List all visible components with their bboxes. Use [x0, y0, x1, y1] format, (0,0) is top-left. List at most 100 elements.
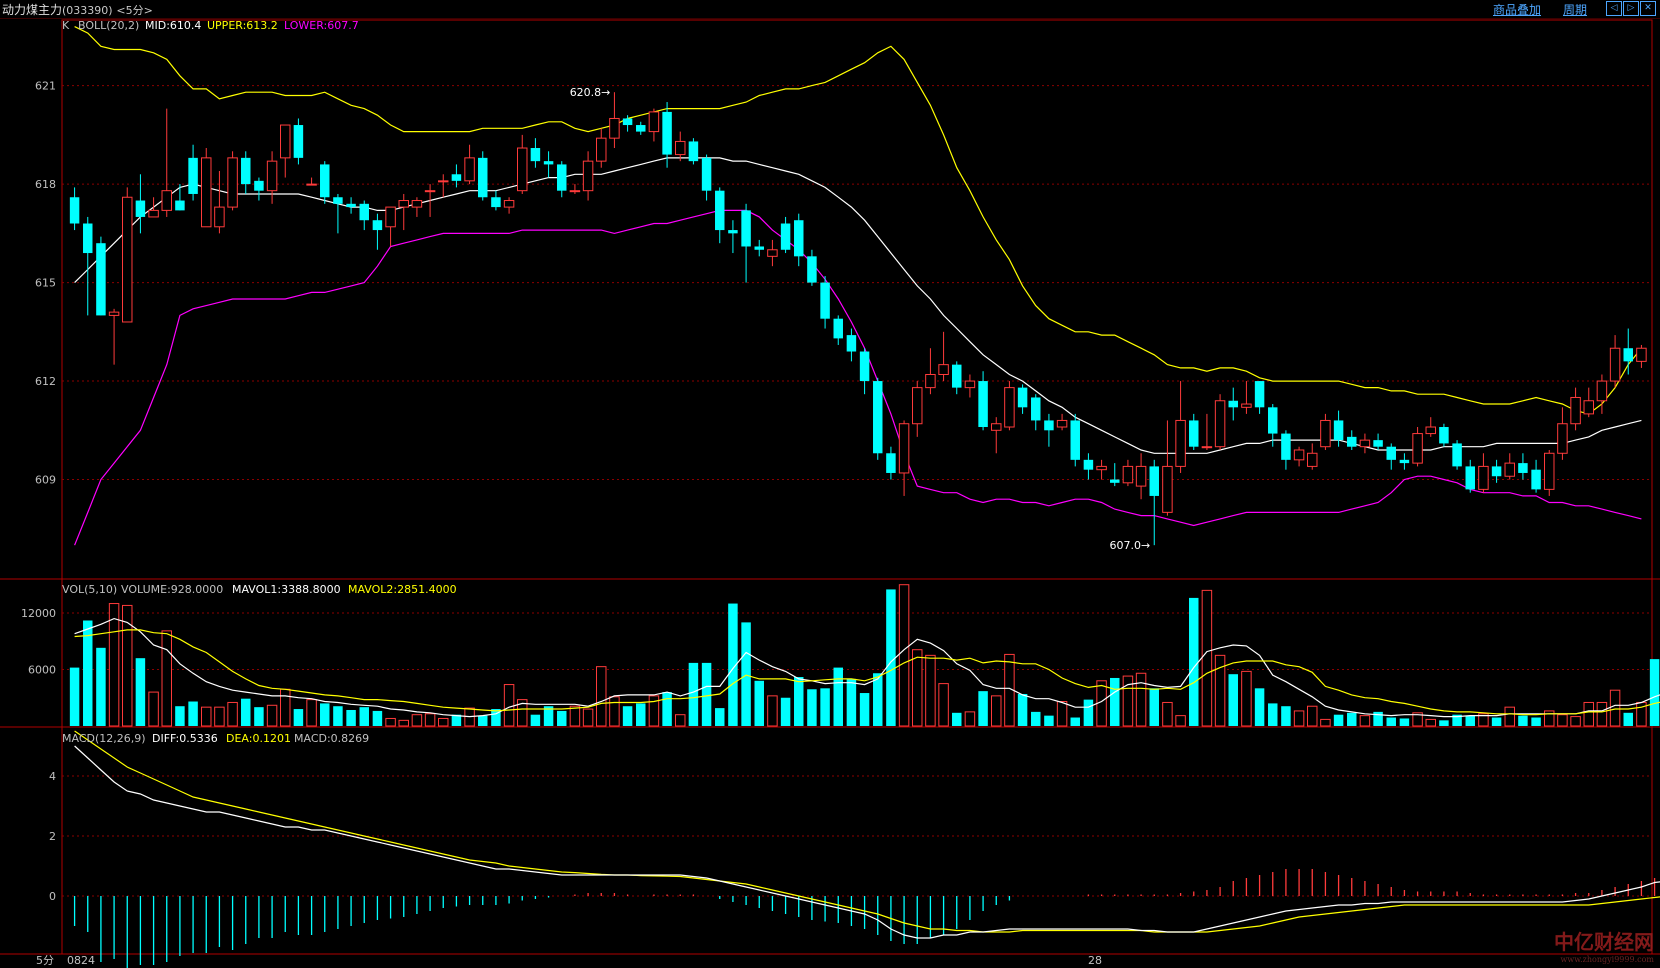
candle-body-up — [648, 111, 660, 133]
candle-body-down — [83, 223, 93, 254]
volume-bar — [438, 717, 449, 727]
volume-bar — [543, 706, 554, 726]
candle-body-down — [1149, 466, 1159, 496]
y-axis-labels: 609 612 615 618 621 6000 12000 0 2 4 — [21, 80, 56, 903]
close-icon[interactable]: ✕ — [1640, 1, 1656, 16]
candle-body-down — [1070, 420, 1080, 460]
vol-mavol1-value: MAVOL1:3388.8000 — [232, 583, 341, 596]
macd-diff-value: DIFF:0.5336 — [152, 732, 218, 745]
volume-bar — [1149, 688, 1159, 726]
candle-body-down — [1333, 420, 1344, 441]
volume-bar — [1649, 659, 1660, 726]
candle-body-down — [359, 203, 369, 221]
candle-body-up — [1004, 387, 1015, 428]
candle-body-down — [1452, 443, 1462, 467]
volume-bar — [1504, 706, 1515, 727]
boll-title: BOLL(20,2) — [78, 19, 139, 32]
volume-bar — [1491, 717, 1502, 726]
candle-body-up — [1609, 347, 1621, 382]
volume-bar — [1399, 718, 1410, 726]
candle-body-up — [1214, 400, 1226, 448]
candles — [69, 92, 1647, 546]
candle-body-up — [503, 200, 515, 208]
candle-body-up — [411, 200, 423, 208]
candle-body-up — [1201, 446, 1213, 449]
candle-body-down — [1017, 387, 1028, 408]
volume-bar — [385, 717, 396, 727]
candle-body-down — [1518, 463, 1528, 473]
chart-grid — [62, 85, 1652, 897]
volume-bar — [807, 689, 817, 726]
candle-body-up — [438, 180, 449, 183]
volume-bar — [1044, 715, 1054, 726]
prev-arrow-icon[interactable]: ◁ — [1606, 1, 1622, 16]
volume-bar — [1293, 710, 1305, 727]
volume-bar — [1268, 703, 1278, 726]
candle-body-up — [1307, 452, 1318, 467]
volume-bar — [1557, 714, 1568, 727]
volume-bar — [293, 709, 304, 726]
y-tick-label: 6000 — [28, 663, 56, 676]
macd-bars — [73, 869, 1656, 968]
volume-bar — [69, 667, 80, 726]
volume-bar — [320, 703, 330, 726]
volume-bar — [701, 662, 712, 726]
candle-body-down — [293, 125, 304, 158]
candle-body-down — [741, 210, 751, 247]
date-label-mid: 28 — [1088, 954, 1102, 967]
candle-body-down — [1491, 466, 1502, 477]
volume-bar — [991, 695, 1002, 727]
candle-body-up — [385, 206, 396, 228]
period-link[interactable]: 周期 — [1563, 3, 1588, 17]
candle-body-up — [1122, 465, 1134, 484]
next-arrow-icon[interactable]: ▷ — [1623, 1, 1639, 16]
volume-bar — [491, 709, 501, 726]
volume-bar — [873, 673, 883, 726]
volume-bar — [1017, 693, 1028, 726]
y-tick-label: 621 — [35, 80, 56, 93]
candle-body-up — [1175, 419, 1186, 467]
macd-macd-value: MACD:0.8269 — [294, 732, 369, 745]
volume-bar — [675, 714, 686, 727]
candle-body-down — [873, 381, 883, 454]
volume-bar — [227, 701, 238, 727]
candle-body-up — [767, 249, 778, 257]
main-border — [61, 19, 1653, 955]
overlay-commodity-link[interactable]: 商品叠加 — [1493, 3, 1542, 17]
candle-body-up — [280, 124, 291, 159]
volume-bar — [754, 680, 764, 726]
y-tick-label: 12000 — [21, 607, 56, 620]
volume-bar — [1518, 715, 1528, 726]
volume-bar — [1162, 701, 1173, 727]
volume-ma-lines — [74, 617, 1660, 718]
candle-body-up — [1135, 465, 1147, 487]
candle-body-down — [1531, 469, 1541, 490]
volume-bar — [306, 699, 317, 727]
candle-body-up — [1636, 347, 1647, 362]
volume-bar — [938, 683, 949, 727]
chart-canvas[interactable]: 609 612 615 618 621 6000 12000 0 2 4 620.8→ 607.0→… — [0, 18, 1660, 968]
candle-body-up — [122, 196, 133, 323]
candle-body-up — [582, 160, 594, 192]
volume-bar — [1373, 711, 1383, 726]
volume-bar — [280, 688, 291, 727]
candle-body-down — [96, 243, 106, 316]
volume-bar — [1307, 705, 1318, 727]
volume-bar — [609, 696, 620, 727]
candle-body-down — [780, 223, 791, 250]
volume-bar — [1189, 597, 1199, 726]
candle-body-down — [1083, 459, 1094, 470]
candle-body-up — [148, 209, 159, 218]
volume-bar — [1570, 716, 1581, 727]
volume-bar — [1531, 717, 1541, 726]
candle-body-down — [636, 125, 646, 132]
watermark-text: 中亿财经网 — [1554, 930, 1654, 954]
candle-body-up — [1570, 396, 1581, 425]
candle-body-down — [1031, 397, 1041, 421]
candle-body-up — [912, 387, 923, 425]
candle-body-down — [1228, 400, 1238, 408]
candle-body-down — [1254, 381, 1265, 408]
candle-body-up — [1557, 423, 1568, 454]
volume-bar — [517, 699, 528, 727]
low-price-label: 607.0→ — [1110, 539, 1151, 552]
